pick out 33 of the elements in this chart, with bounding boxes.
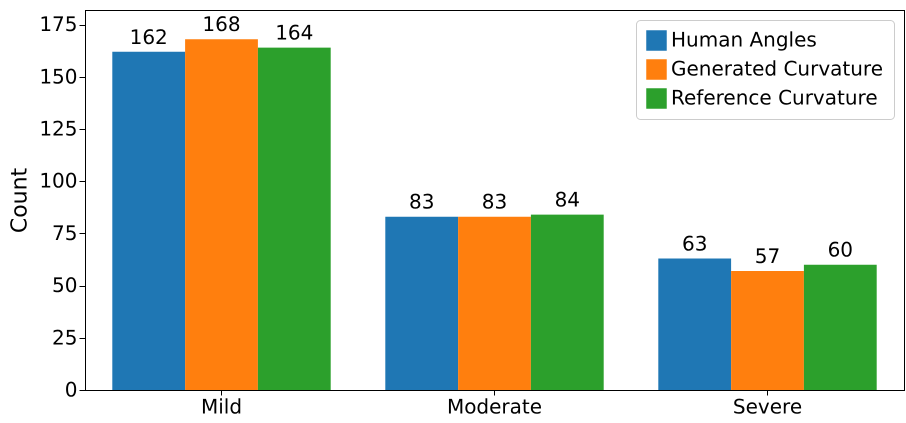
bar [458,216,531,390]
data-label: 162 [130,24,168,49]
data-label: 63 [682,231,708,256]
y-tick-label: 50 [52,273,78,298]
x-tick-label: Moderate [446,394,542,418]
bar [258,48,331,390]
bar [385,216,458,390]
bar [112,52,186,390]
bar [731,270,804,390]
y-tick-label: 125 [39,116,78,141]
legend-label: Generated Curvature [671,56,884,80]
data-label: 83 [408,190,434,214]
y-tick-label: 175 [39,12,78,36]
x-tick-label: Mild [200,394,242,418]
data-label: 57 [754,244,780,268]
legend-label: Reference Curvature [671,86,878,110]
data-label: 84 [554,188,580,212]
y-tick-label: 0 [64,378,78,402]
data-label: 168 [202,12,241,36]
bar [658,258,732,390]
y-tick-label: 150 [39,64,78,88]
x-tick-label: Severe [732,394,802,418]
data-label: 83 [482,190,508,214]
bar [530,214,604,390]
legend-label: Human Angles [671,28,817,52]
y-tick-label: 75 [52,220,78,245]
data-label: 164 [275,20,314,45]
y-tick-label: 100 [39,168,78,193]
bar [804,264,877,390]
y-tick-label: 25 [52,325,78,350]
data-label: 60 [828,238,854,262]
bar [185,39,258,390]
y-axis-title: Count [7,167,32,234]
